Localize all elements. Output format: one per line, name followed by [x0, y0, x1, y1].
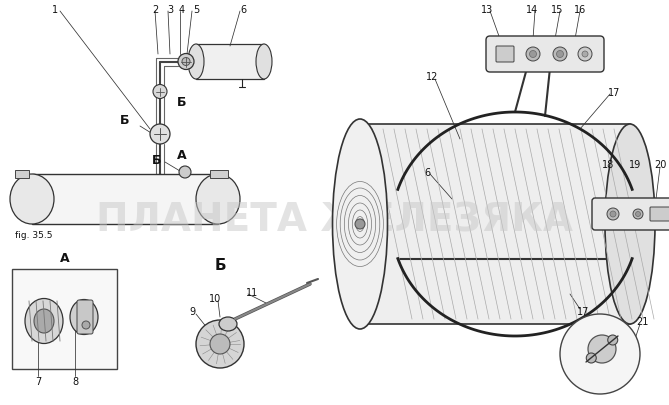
- Text: 11: 11: [246, 287, 258, 297]
- Text: Б: Б: [153, 153, 162, 166]
- Text: Б: Б: [120, 113, 130, 126]
- Text: 20: 20: [654, 160, 666, 170]
- Circle shape: [610, 211, 616, 217]
- Text: 8: 8: [72, 376, 78, 386]
- Circle shape: [553, 48, 567, 62]
- Circle shape: [196, 320, 244, 368]
- Text: ПЛАНЕТА ЖЕЛЕЗЯКА: ПЛАНЕТА ЖЕЛЕЗЯКА: [96, 200, 573, 239]
- Text: 4: 4: [179, 5, 185, 15]
- Ellipse shape: [332, 120, 387, 329]
- Text: 13: 13: [481, 5, 493, 15]
- Ellipse shape: [25, 299, 63, 344]
- FancyBboxPatch shape: [77, 300, 93, 334]
- Circle shape: [586, 353, 596, 363]
- Ellipse shape: [219, 317, 237, 331]
- Ellipse shape: [605, 125, 655, 324]
- Circle shape: [153, 85, 167, 99]
- Text: 17: 17: [577, 306, 589, 316]
- Text: 1: 1: [52, 5, 58, 15]
- Circle shape: [529, 51, 537, 58]
- Text: fig. 35.5: fig. 35.5: [15, 230, 52, 239]
- FancyBboxPatch shape: [486, 37, 604, 73]
- Text: 16: 16: [574, 5, 586, 15]
- Ellipse shape: [34, 309, 54, 333]
- Text: 2: 2: [152, 5, 158, 15]
- Text: 6: 6: [424, 168, 430, 177]
- Circle shape: [150, 125, 170, 145]
- Circle shape: [582, 52, 588, 58]
- Bar: [32, 175, 218, 224]
- Circle shape: [178, 54, 194, 70]
- Text: 6: 6: [240, 5, 246, 15]
- Text: 18: 18: [602, 160, 614, 170]
- Circle shape: [355, 220, 365, 230]
- Circle shape: [179, 166, 191, 179]
- Text: 21: 21: [636, 316, 648, 326]
- Circle shape: [633, 209, 643, 220]
- Bar: [12, 269, 117, 369]
- Circle shape: [526, 48, 540, 62]
- Ellipse shape: [196, 175, 240, 224]
- Text: А: А: [177, 148, 187, 161]
- Text: 3: 3: [167, 5, 173, 15]
- Circle shape: [182, 58, 190, 66]
- Bar: [360, 125, 630, 324]
- Bar: [196, 45, 264, 80]
- Circle shape: [560, 314, 640, 394]
- Circle shape: [636, 212, 640, 217]
- Circle shape: [210, 334, 230, 354]
- Ellipse shape: [70, 300, 98, 335]
- Circle shape: [578, 48, 592, 62]
- Text: Б: Б: [214, 257, 226, 272]
- Circle shape: [557, 51, 563, 58]
- Ellipse shape: [10, 175, 54, 224]
- Ellipse shape: [188, 45, 204, 80]
- FancyBboxPatch shape: [592, 198, 669, 230]
- Text: 17: 17: [608, 88, 620, 98]
- Text: 14: 14: [526, 5, 538, 15]
- Text: 10: 10: [209, 293, 221, 303]
- Text: Б: Б: [177, 96, 187, 109]
- Ellipse shape: [256, 45, 272, 80]
- Text: 19: 19: [629, 160, 641, 170]
- Text: 5: 5: [193, 5, 199, 15]
- Text: А: А: [60, 251, 70, 264]
- Bar: [15, 171, 29, 179]
- Circle shape: [607, 209, 619, 220]
- Circle shape: [588, 335, 616, 363]
- Circle shape: [82, 321, 90, 329]
- Text: 15: 15: [551, 5, 563, 15]
- FancyBboxPatch shape: [650, 207, 669, 222]
- Text: 9: 9: [189, 306, 195, 316]
- Text: 12: 12: [425, 72, 438, 82]
- Text: 7: 7: [35, 376, 41, 386]
- FancyBboxPatch shape: [496, 47, 514, 63]
- Circle shape: [607, 335, 617, 345]
- Bar: [210, 171, 228, 179]
